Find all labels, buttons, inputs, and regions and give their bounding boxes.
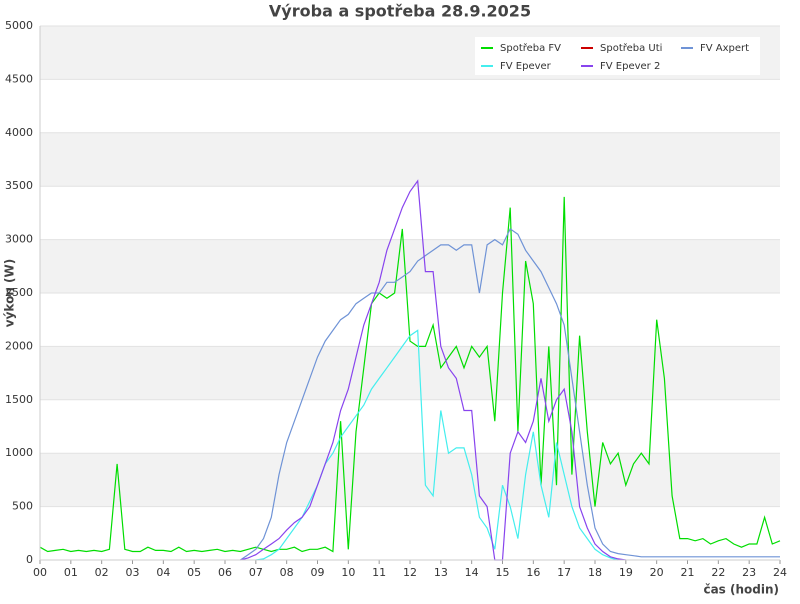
- x-tick-label: 23: [742, 566, 756, 579]
- x-tick-label: 02: [95, 566, 109, 579]
- x-tick-label: 17: [557, 566, 571, 579]
- x-tick-label: 01: [64, 566, 78, 579]
- series-line: [240, 228, 780, 561]
- x-tick-label: 04: [156, 566, 170, 579]
- legend-label: Spotřeba Uti: [600, 42, 662, 54]
- x-tick-label: 07: [249, 566, 263, 579]
- y-tick-label: 0: [26, 553, 33, 566]
- x-tick-label: 13: [434, 566, 448, 579]
- y-tick-label: 4000: [5, 126, 33, 139]
- x-tick-label: 09: [311, 566, 325, 579]
- x-tick-label: 16: [526, 566, 540, 579]
- y-axis-label: výkon (W): [3, 259, 17, 327]
- x-tick-label: 10: [341, 566, 355, 579]
- chart-title: Výroba a spotřeba 28.9.2025: [269, 2, 531, 21]
- series-line: [240, 179, 626, 561]
- series-line: [39, 196, 781, 553]
- x-tick-label: 06: [218, 566, 232, 579]
- grid-band: [40, 239, 780, 293]
- grid-band: [40, 346, 780, 400]
- x-tick-label: 12: [403, 566, 417, 579]
- legend-label: FV Epever: [500, 61, 552, 72]
- legend-label: FV Epever 2: [600, 61, 660, 72]
- x-tick-label: 08: [280, 566, 294, 579]
- x-axis-label: čas (hodin): [703, 583, 779, 597]
- x-tick-label: 20: [650, 566, 664, 579]
- y-tick-label: 2500: [5, 286, 33, 299]
- y-tick-label: 5000: [5, 19, 33, 32]
- x-tick-label: 21: [681, 566, 695, 579]
- y-tick-label: 3000: [5, 233, 33, 246]
- x-tick-label: 22: [711, 566, 725, 579]
- x-tick-label: 24: [773, 566, 787, 579]
- y-tick-label: 1000: [5, 446, 33, 459]
- x-tick-label: 11: [372, 566, 386, 579]
- x-tick-label: 03: [126, 566, 140, 579]
- y-tick-label: 4500: [5, 72, 33, 85]
- y-tick-label: 2000: [5, 339, 33, 352]
- legend-label: Spotřeba FV: [500, 42, 561, 54]
- legend-box: [475, 37, 760, 75]
- x-tick-label: 14: [465, 566, 479, 579]
- grid-band: [40, 132, 780, 187]
- x-tick-label: 18: [588, 566, 602, 579]
- x-tick-label: 05: [187, 566, 201, 579]
- x-tick-label: 00: [33, 566, 47, 579]
- grid-band: [40, 453, 780, 507]
- y-tick-label: 500: [12, 500, 33, 513]
- x-tick-label: 15: [496, 566, 510, 579]
- x-tick-label: 19: [619, 566, 633, 579]
- legend-label: FV Axpert: [700, 43, 749, 54]
- y-tick-label: 1500: [5, 393, 33, 406]
- y-tick-label: 3500: [5, 179, 33, 192]
